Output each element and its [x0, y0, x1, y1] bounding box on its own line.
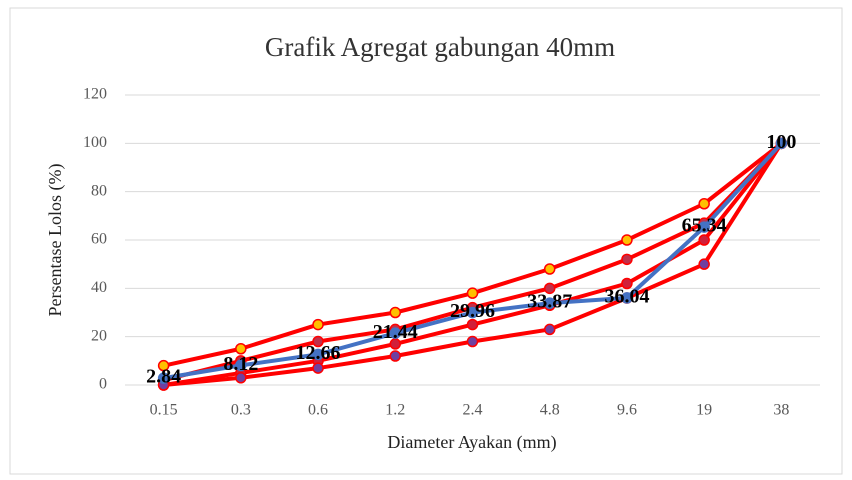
x-axis-label: Diameter Ayakan (mm)	[387, 432, 556, 453]
marker	[389, 306, 402, 319]
data-label: 21.44	[373, 321, 418, 343]
marker	[235, 359, 247, 372]
x-tick-label: 9.6	[617, 402, 637, 419]
marker	[466, 335, 479, 348]
marker	[621, 253, 633, 266]
marker	[543, 323, 556, 336]
data-label: 65.34	[682, 215, 727, 237]
marker	[466, 306, 479, 319]
marker	[466, 287, 479, 299]
marker	[312, 318, 324, 331]
marker	[621, 292, 633, 304]
data-label: 8.12	[223, 353, 258, 375]
data-label: 100	[766, 131, 796, 153]
y-tick-label: 100	[83, 134, 107, 151]
x-tick-label: 0.3	[231, 402, 251, 419]
marker	[466, 318, 479, 331]
x-tick-label: 0.15	[150, 402, 178, 419]
marker	[312, 335, 324, 348]
chart-title: Grafik Agregat gabungan 40mm	[265, 32, 615, 62]
y-tick-label: 80	[91, 182, 107, 199]
marker	[389, 327, 402, 339]
data-label: 12.66	[296, 342, 341, 364]
marker	[312, 362, 324, 374]
marker	[698, 234, 710, 246]
marker	[235, 343, 247, 355]
data-label: 33.87	[527, 291, 572, 313]
marker	[698, 221, 710, 233]
x-tick-label: 1.2	[385, 402, 405, 419]
x-tick-label: 4.8	[540, 402, 560, 419]
marker	[312, 348, 324, 361]
y-tick-label: 20	[91, 327, 107, 344]
marker	[698, 258, 710, 270]
x-tick-label: 19	[696, 402, 712, 419]
marker	[621, 234, 633, 246]
y-tick-label: 40	[91, 279, 107, 296]
x-tick-label: 0.6	[308, 402, 328, 419]
data-label: 2.84	[146, 366, 181, 388]
marker	[389, 350, 402, 362]
data-label: 36.04	[604, 285, 649, 307]
marker	[235, 372, 247, 384]
marker	[157, 359, 170, 372]
y-tick-label: 120	[83, 86, 107, 103]
data-label: 29.96	[450, 300, 495, 322]
y-tick-label: 60	[91, 231, 107, 248]
marker	[621, 277, 633, 290]
x-tick-label: 2.4	[463, 402, 483, 419]
marker	[543, 282, 556, 295]
y-axis-label: Persentase Lolos (%)	[45, 164, 66, 317]
marker	[157, 372, 170, 384]
marker	[775, 137, 788, 150]
marker	[543, 263, 556, 275]
marker	[543, 297, 556, 309]
marker	[698, 198, 710, 210]
x-tick-label: 38	[773, 402, 789, 419]
y-tick-label: 0	[99, 376, 107, 393]
